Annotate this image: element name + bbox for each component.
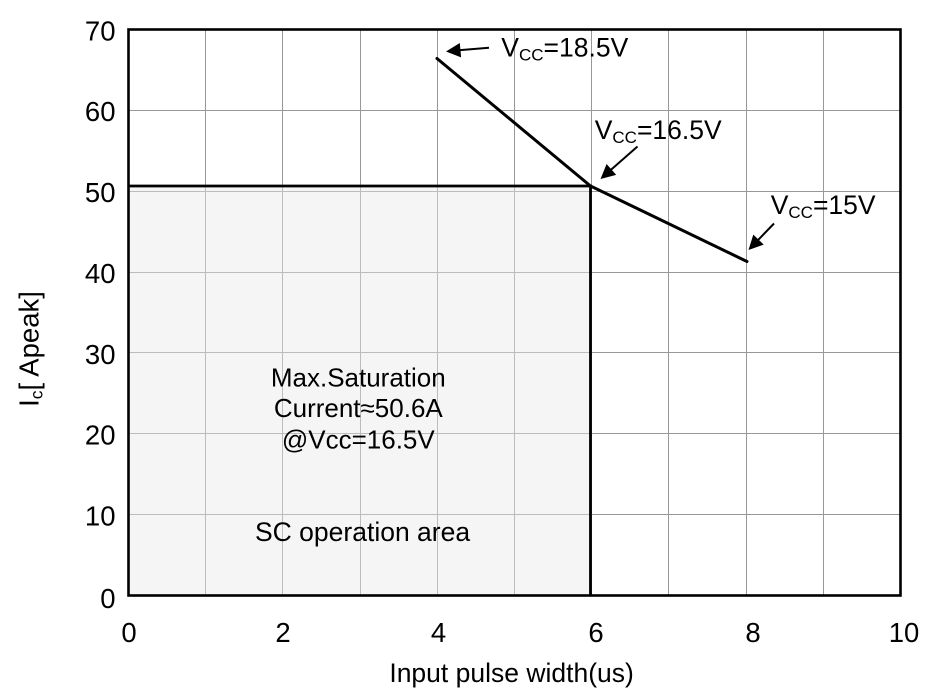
svg-text:10: 10 [889,617,920,648]
svg-text:10: 10 [85,501,116,532]
svg-text:20: 20 [85,420,116,451]
svg-text:Current≈50.6A: Current≈50.6A [274,393,444,423]
svg-text:SC operation area: SC operation area [255,517,470,547]
svg-text:4: 4 [431,617,446,648]
svg-text:VCC=16.5V: VCC=16.5V [595,115,722,147]
svg-text:Max.Saturation: Max.Saturation [271,363,446,393]
svg-text:40: 40 [85,258,116,289]
svg-text:0: 0 [100,583,115,614]
svg-text:8: 8 [745,617,760,648]
svg-text:6: 6 [588,617,603,648]
svg-text:0: 0 [121,617,136,648]
svg-text:30: 30 [85,339,116,370]
svg-text:50: 50 [85,177,116,208]
svg-text:70: 70 [85,16,116,47]
svg-text:@Vcc=16.5V: @Vcc=16.5V [282,425,436,455]
svg-text:60: 60 [85,96,116,127]
svg-text:Ic[ Apeak]: Ic[ Apeak] [14,291,47,407]
svg-text:VCC=18.5V: VCC=18.5V [501,33,628,65]
svg-text:VCC=15V: VCC=15V [771,190,876,222]
svg-text:Input pulse width(us): Input pulse width(us) [389,658,634,688]
svg-text:2: 2 [275,617,290,648]
